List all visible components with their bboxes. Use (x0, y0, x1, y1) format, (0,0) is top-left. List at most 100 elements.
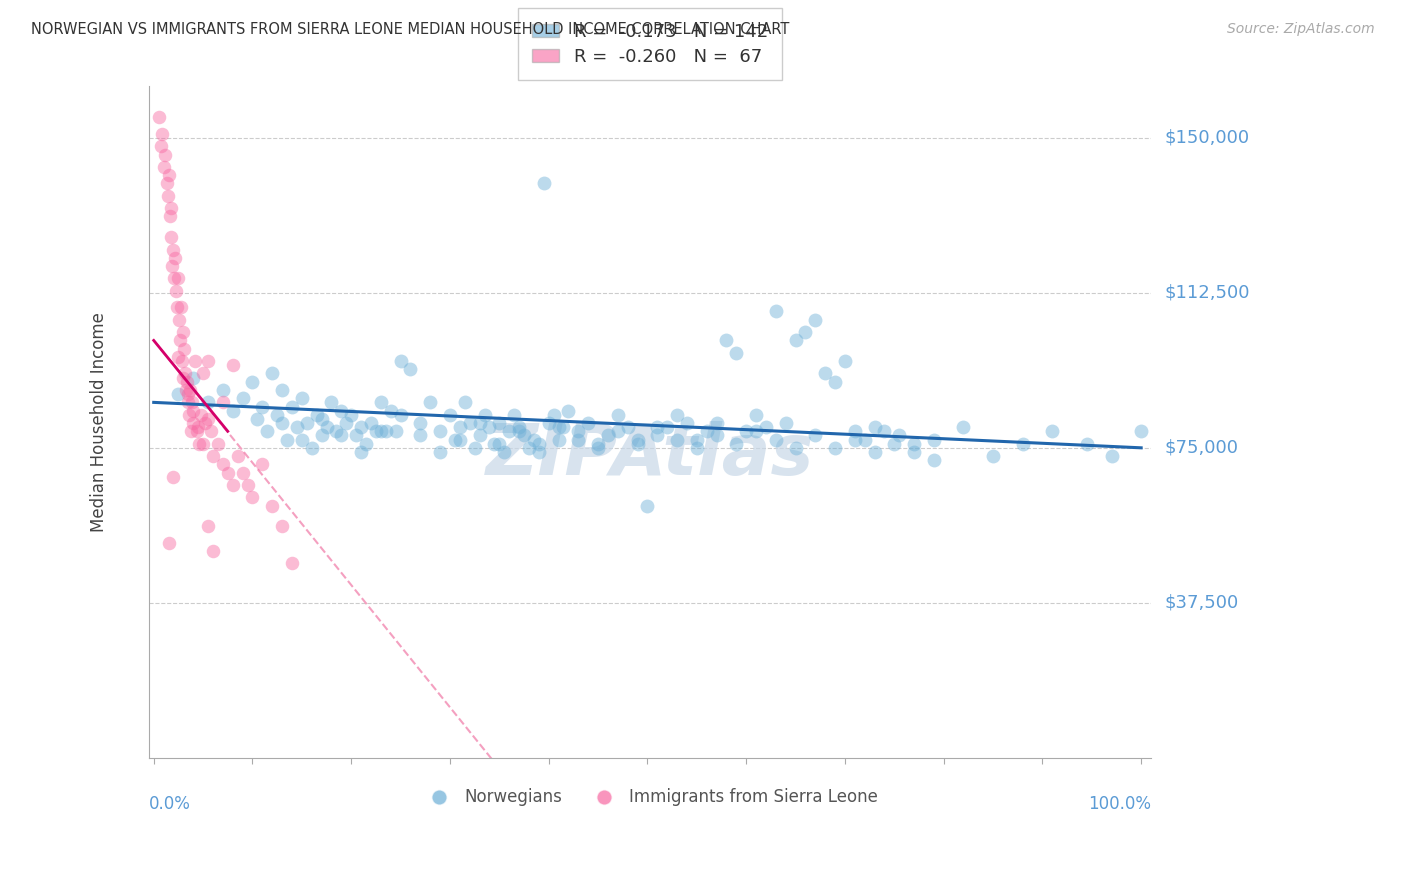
Point (547, 420, 569, 434)
Point (513, 428, 536, 442)
Point (252, 400, 274, 414)
Point (246, 412, 269, 426)
Point (449, 433, 471, 447)
Point (775, 416, 797, 430)
Point (311, 412, 333, 426)
Point (315, 420, 337, 434)
Text: 100.0%: 100.0% (1088, 795, 1152, 813)
Point (537, 416, 560, 430)
Point (187, 420, 209, 434)
Point (543, 408, 565, 422)
Point (883, 436, 905, 450)
Point (266, 408, 288, 422)
Point (252, 458, 274, 472)
Point (1130, 425, 1153, 439)
Point (271, 519, 294, 533)
Point (557, 403, 579, 417)
Point (1040, 425, 1063, 439)
Text: $37,500: $37,500 (1166, 594, 1239, 612)
Point (201, 544, 224, 558)
Point (863, 420, 886, 434)
Point (232, 391, 254, 405)
Point (488, 436, 510, 450)
Text: Source: ZipAtlas.com: Source: ZipAtlas.com (1227, 22, 1375, 37)
Point (285, 420, 308, 434)
Point (889, 428, 911, 442)
Point (735, 425, 758, 439)
Point (794, 325, 817, 339)
Point (922, 433, 945, 447)
Point (325, 425, 347, 439)
Point (181, 416, 204, 430)
Point (321, 395, 343, 409)
Point (952, 420, 974, 434)
Point (291, 433, 314, 447)
Point (211, 383, 233, 397)
Point (853, 433, 876, 447)
Point (824, 375, 846, 389)
Point (517, 441, 540, 455)
Point (163, 271, 186, 285)
Point (188, 436, 211, 450)
Point (281, 400, 304, 414)
Point (190, 408, 212, 422)
Point (686, 433, 709, 447)
Point (903, 445, 925, 459)
Point (449, 420, 471, 434)
Point (350, 420, 373, 434)
Point (197, 519, 219, 533)
Point (586, 441, 609, 455)
Point (527, 436, 550, 450)
Point (200, 425, 222, 439)
Point (222, 403, 245, 417)
Point (232, 466, 254, 480)
Point (174, 367, 197, 381)
Point (176, 375, 198, 389)
Point (197, 395, 219, 409)
Point (242, 375, 264, 389)
Point (364, 425, 387, 439)
Point (167, 350, 190, 364)
Point (429, 425, 451, 439)
Point (181, 403, 204, 417)
Point (201, 449, 224, 463)
Point (242, 491, 264, 505)
Point (295, 416, 318, 430)
Point (474, 408, 496, 422)
Point (370, 425, 392, 439)
Point (745, 425, 768, 439)
Point (716, 334, 738, 348)
Point (207, 436, 229, 450)
Point (706, 416, 728, 430)
Point (162, 243, 184, 257)
Point (179, 408, 201, 422)
Point (409, 428, 432, 442)
Point (1101, 449, 1123, 463)
Point (785, 441, 807, 455)
Point (666, 408, 689, 422)
Point (409, 416, 432, 430)
Point (256, 425, 278, 439)
Point (330, 403, 353, 417)
Point (281, 557, 304, 571)
Point (177, 395, 200, 409)
Point (596, 428, 619, 442)
Point (478, 420, 501, 434)
Point (186, 425, 208, 439)
Point (606, 408, 628, 422)
Point (374, 425, 396, 439)
Point (844, 425, 866, 439)
Point (484, 436, 506, 450)
Point (576, 416, 599, 430)
Point (755, 420, 778, 434)
Point (657, 420, 679, 434)
Point (211, 395, 233, 409)
Point (686, 441, 709, 455)
Point (533, 177, 555, 191)
Point (626, 433, 648, 447)
Point (439, 408, 461, 422)
Point (666, 433, 689, 447)
Point (814, 367, 837, 381)
Point (725, 346, 748, 360)
Point (159, 210, 181, 224)
